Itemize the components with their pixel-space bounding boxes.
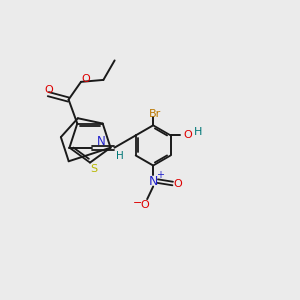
Text: S: S: [90, 164, 97, 174]
Text: H: H: [116, 151, 124, 161]
Text: H: H: [194, 128, 202, 137]
Text: −: −: [133, 198, 142, 208]
Text: O: O: [141, 200, 149, 209]
Text: O: O: [82, 74, 90, 84]
Text: N: N: [148, 175, 158, 188]
Text: O: O: [44, 85, 53, 94]
Text: +: +: [156, 170, 164, 180]
Text: O: O: [184, 130, 192, 140]
Text: O: O: [173, 179, 182, 189]
Text: Br: Br: [148, 109, 161, 119]
Text: N: N: [97, 135, 105, 148]
